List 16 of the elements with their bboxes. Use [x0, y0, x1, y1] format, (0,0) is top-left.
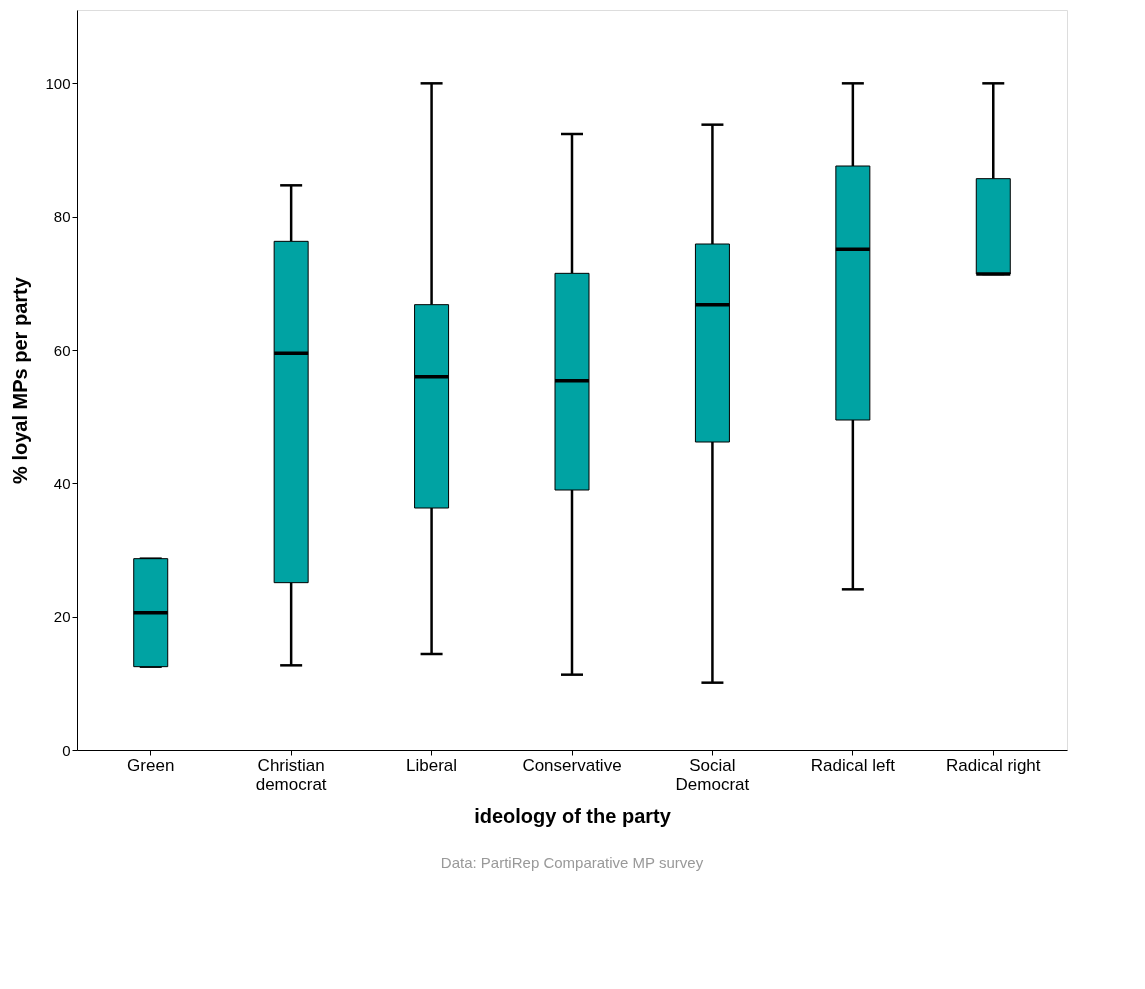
- x-tick-label: Social Democrat: [675, 755, 750, 794]
- y-axis-title: % loyal MPs per party: [9, 276, 32, 484]
- x-tick-label: Radical right: [946, 755, 1041, 775]
- x-tick-label: Green: [127, 755, 175, 775]
- x-tick-label: Radical left: [810, 755, 896, 775]
- y-tick-label: 40: [53, 474, 71, 492]
- x-axis-title: ideology of the party: [474, 804, 672, 827]
- x-tick-label: Christian democrat: [255, 755, 327, 794]
- y-tick-label: 80: [53, 208, 71, 226]
- x-tick-label: Conservative: [522, 755, 622, 775]
- y-tick-label: 20: [53, 608, 71, 626]
- text: Data: PartiRep Comparative MP survey: [440, 854, 704, 871]
- y-tick-label: 0: [62, 741, 71, 759]
- y-tick-label: 100: [45, 74, 71, 92]
- x-tick-label: Liberal: [406, 755, 458, 775]
- y-tick-label: 60: [53, 341, 71, 359]
